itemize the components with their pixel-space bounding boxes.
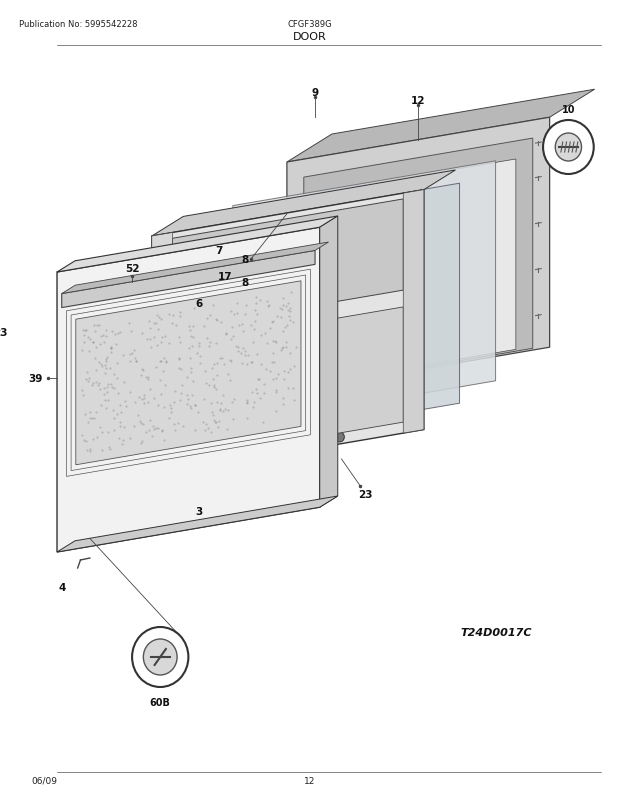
Polygon shape [57, 217, 338, 273]
Polygon shape [62, 243, 329, 294]
Polygon shape [320, 217, 338, 508]
Polygon shape [403, 190, 424, 434]
Text: 23: 23 [0, 328, 8, 338]
Polygon shape [76, 282, 301, 465]
Polygon shape [152, 233, 172, 476]
Text: 23: 23 [358, 489, 372, 500]
Text: 9: 9 [311, 88, 319, 98]
Polygon shape [247, 367, 329, 409]
Polygon shape [172, 200, 403, 330]
Text: CFGF389G: CFGF389G [288, 20, 332, 29]
Text: 7: 7 [215, 245, 223, 255]
Polygon shape [287, 118, 549, 392]
Polygon shape [197, 184, 459, 448]
Polygon shape [62, 251, 315, 308]
Text: 39: 39 [29, 374, 43, 384]
Text: DOOR: DOOR [293, 32, 327, 42]
Circle shape [14, 448, 23, 458]
Text: 12: 12 [304, 776, 316, 784]
Polygon shape [15, 357, 22, 453]
Text: 52: 52 [125, 264, 140, 274]
Polygon shape [337, 336, 343, 433]
Text: eReplacementParts.com: eReplacementParts.com [265, 407, 392, 418]
Text: 17: 17 [218, 272, 232, 282]
Text: 12: 12 [411, 95, 425, 106]
Text: 10: 10 [562, 105, 575, 115]
Text: 8: 8 [241, 277, 248, 287]
Text: 3: 3 [195, 506, 202, 516]
Polygon shape [152, 190, 424, 476]
Polygon shape [57, 496, 338, 553]
Text: 06/09: 06/09 [31, 776, 57, 784]
Circle shape [132, 627, 188, 687]
Polygon shape [152, 171, 456, 237]
Circle shape [335, 432, 344, 443]
Text: Publication No: 5995542228: Publication No: 5995542228 [19, 20, 137, 29]
Text: 8: 8 [241, 254, 248, 265]
Text: 4: 4 [58, 582, 65, 592]
Polygon shape [304, 139, 533, 388]
Polygon shape [321, 160, 516, 383]
Polygon shape [57, 228, 320, 553]
Text: 60B: 60B [150, 697, 170, 707]
Polygon shape [233, 161, 495, 426]
Circle shape [556, 134, 582, 162]
Polygon shape [172, 307, 403, 462]
Text: 6: 6 [195, 299, 202, 309]
Circle shape [543, 121, 594, 175]
Circle shape [143, 639, 177, 675]
Polygon shape [287, 90, 595, 163]
Text: T24D0017C: T24D0017C [461, 627, 532, 638]
